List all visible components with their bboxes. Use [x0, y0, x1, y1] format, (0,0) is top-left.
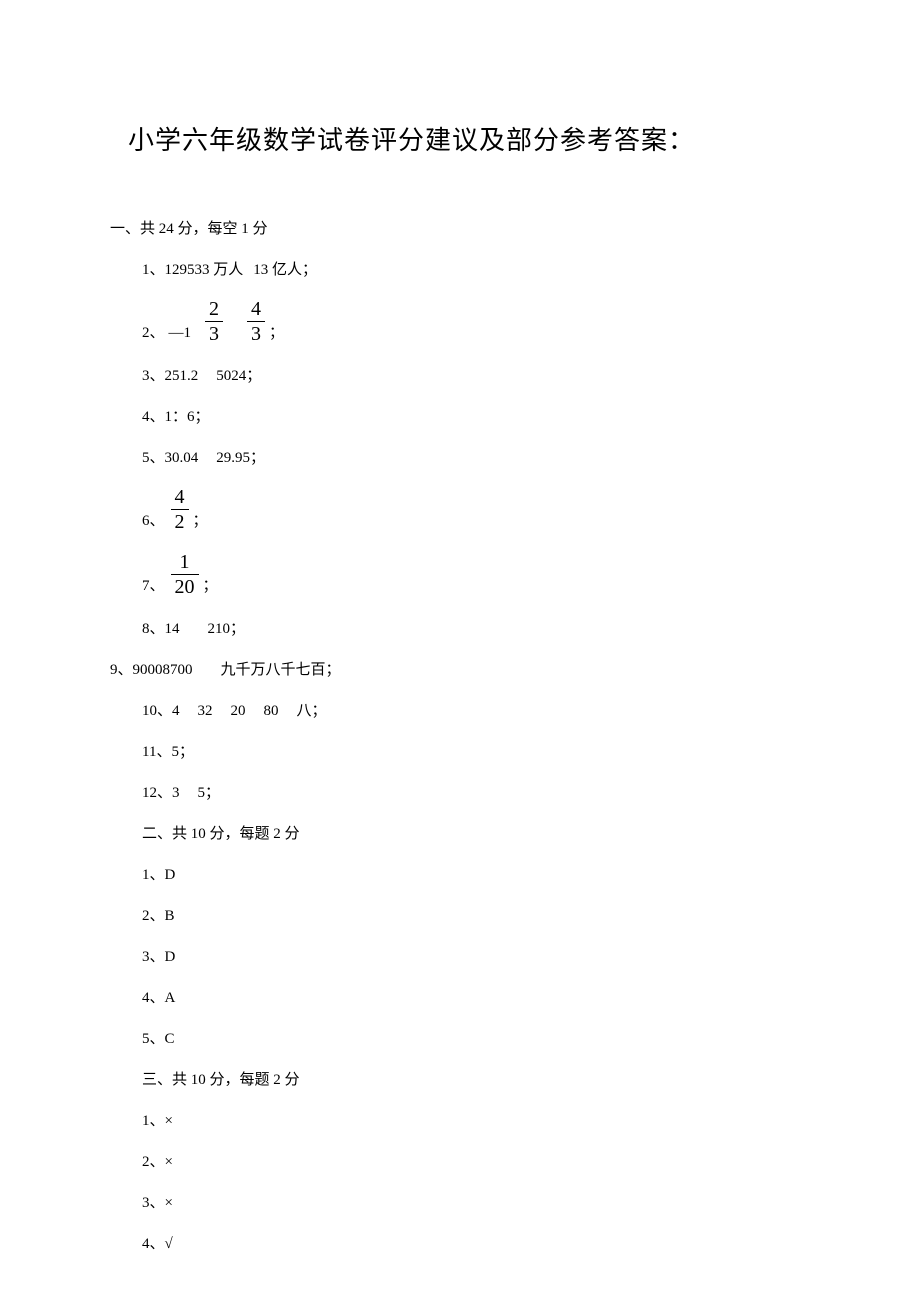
s1-q12-label: 12、 — [142, 785, 172, 801]
s1-q5: 5、30.04 29.95； — [142, 446, 810, 467]
s1-q2-tail: ； — [269, 321, 284, 344]
s1-q3-a: 251.2 — [165, 368, 199, 384]
s1-q6-frac: 4 2 — [171, 487, 189, 532]
s1-q1: 1、129533 万人 13 亿人； — [142, 258, 810, 279]
s1-q6-label: 6、 — [142, 509, 165, 532]
document-title: 小学六年级数学试卷评分建议及部分参考答案： — [128, 120, 810, 157]
s1-q8-b: 210； — [208, 621, 246, 637]
s1-q2-frac-b: 4 3 — [247, 299, 265, 344]
s2-q3-a: D — [165, 949, 176, 965]
s2-q2-label: 2、 — [142, 908, 165, 924]
s1-q2-label: 2、 — [142, 321, 165, 344]
s1-q7: 7、 1 20 ； — [142, 552, 810, 597]
s2-q1: 1、D — [142, 863, 810, 884]
s1-q9-a: 90008700 — [133, 662, 193, 678]
s2-q4-a: A — [165, 990, 176, 1006]
s1-q12-a: 3 — [172, 785, 180, 801]
s2-q1-label: 1、 — [142, 867, 165, 883]
s1-q2-frac-a: 2 3 — [205, 299, 223, 344]
s1-q1-label: 1、 — [142, 262, 165, 278]
s3-q4-a: √ — [165, 1236, 173, 1252]
s1-q3: 3、251.2 5024； — [142, 364, 810, 385]
s1-q8-a: 14 — [165, 621, 180, 637]
s1-q2-a-den: 3 — [205, 322, 223, 344]
s1-q10-e: 八； — [297, 703, 327, 719]
s1-q1-a: 129533 万人 — [165, 262, 244, 278]
s2-q1-a: D — [165, 867, 176, 883]
s1-q8-label: 8、 — [142, 621, 165, 637]
s1-q2-b-den: 3 — [247, 322, 265, 344]
s1-q5-b: 29.95； — [216, 450, 265, 466]
s1-q5-label: 5、 — [142, 450, 165, 466]
s1-q10-label: 10、 — [142, 703, 172, 719]
s1-q2: 2、 —1 2 3 4 3 ； — [142, 299, 810, 344]
s1-q10-b: 32 — [198, 703, 213, 719]
s2-q4: 4、A — [142, 986, 810, 1007]
s1-q7-frac: 1 20 — [171, 552, 199, 597]
s1-q11: 11、5； — [142, 740, 810, 761]
s3-q2: 2、× — [142, 1150, 810, 1171]
s2-q5-a: C — [165, 1031, 175, 1047]
s1-q9: 9、90008700 九千万八千七百； — [110, 658, 810, 679]
s1-q9-b: 九千万八千七百； — [221, 662, 341, 678]
s1-q7-den: 20 — [171, 575, 199, 597]
s1-q10-c: 20 — [231, 703, 246, 719]
s2-q3: 3、D — [142, 945, 810, 966]
s1-q9-label: 9、 — [110, 662, 133, 678]
s1-q5-a: 30.04 — [165, 450, 199, 466]
s3-q2-a: × — [165, 1154, 173, 1170]
s3-q2-label: 2、 — [142, 1154, 165, 1170]
s1-q10: 10、4 32 20 80 八； — [142, 699, 810, 720]
s1-q11-label: 11、 — [142, 744, 171, 760]
s1-q2-prefix: —1 — [169, 325, 192, 344]
s3-q1: 1、× — [142, 1109, 810, 1130]
section3-header: 三、共 10 分，每题 2 分 — [142, 1068, 810, 1089]
s1-q11-a: 5； — [171, 744, 194, 760]
s1-q12-b: 5； — [198, 785, 221, 801]
section1-header: 一、共 24 分，每空 1 分 — [110, 217, 810, 238]
s1-q6-den: 2 — [171, 510, 189, 532]
section2-header: 二、共 10 分，每题 2 分 — [142, 822, 810, 843]
s1-q1-b: 13 亿人； — [253, 262, 317, 278]
s1-q6-num: 4 — [171, 487, 189, 510]
s3-q3: 3、× — [142, 1191, 810, 1212]
s1-q3-b: 5024； — [216, 368, 261, 384]
s3-q4-label: 4、 — [142, 1236, 165, 1252]
s1-q12: 12、3 5； — [142, 781, 810, 802]
s1-q3-label: 3、 — [142, 368, 165, 384]
s1-q6-tail: ； — [193, 509, 208, 532]
s2-q2-a: B — [165, 908, 175, 924]
s1-q4-label: 4、 — [142, 409, 165, 425]
s2-q2: 2、B — [142, 904, 810, 925]
s1-q7-num: 1 — [171, 552, 199, 575]
s1-q2-a-num: 2 — [205, 299, 223, 322]
s3-q3-a: × — [165, 1195, 173, 1211]
s2-q5: 5、C — [142, 1027, 810, 1048]
s3-q4: 4、√ — [142, 1232, 810, 1253]
s2-q5-label: 5、 — [142, 1031, 165, 1047]
s1-q10-a: 4 — [172, 703, 180, 719]
s2-q4-label: 4、 — [142, 990, 165, 1006]
s3-q1-label: 1、 — [142, 1113, 165, 1129]
s3-q1-a: × — [165, 1113, 173, 1129]
s1-q4-a: 1：6； — [165, 409, 210, 425]
s1-q8: 8、14 210； — [142, 617, 810, 638]
s1-q10-d: 80 — [264, 703, 279, 719]
s3-q3-label: 3、 — [142, 1195, 165, 1211]
s1-q2-b-num: 4 — [247, 299, 265, 322]
s1-q7-tail: ； — [203, 574, 218, 597]
s1-q7-label: 7、 — [142, 574, 165, 597]
s2-q3-label: 3、 — [142, 949, 165, 965]
s1-q4: 4、1：6； — [142, 405, 810, 426]
s1-q6: 6、 4 2 ； — [142, 487, 810, 532]
